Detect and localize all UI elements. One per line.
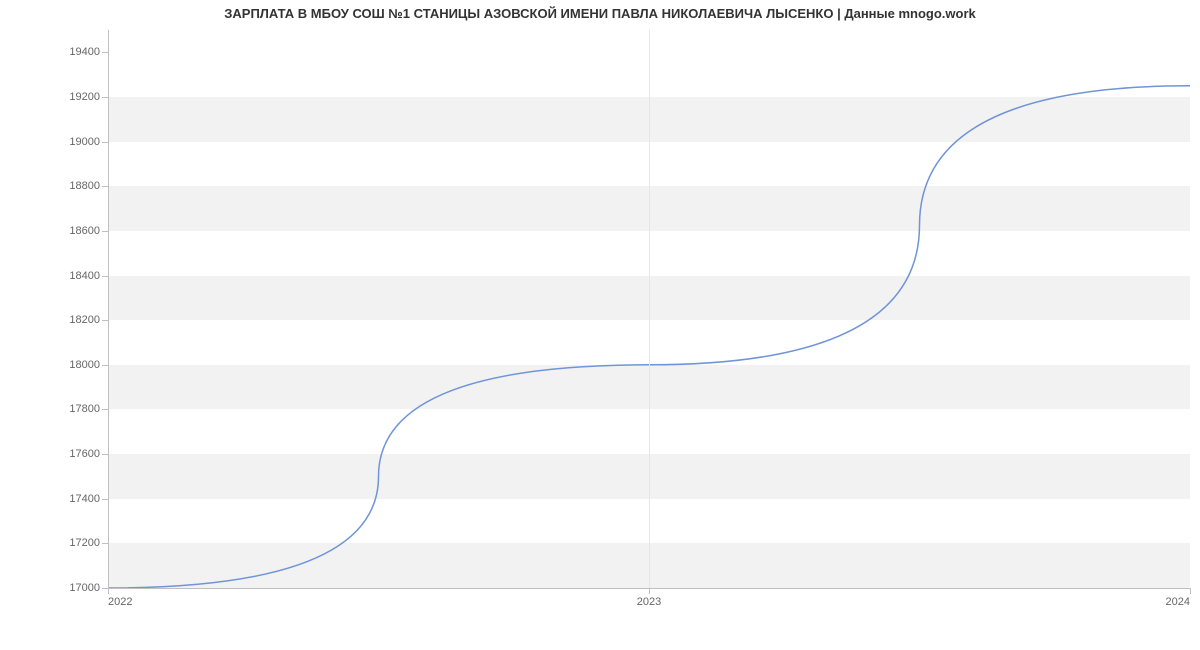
y-tick-label: 18400	[69, 270, 108, 282]
y-axis-line	[108, 30, 109, 588]
x-tick-label: 2022	[108, 588, 132, 608]
y-tick-label: 18600	[69, 225, 108, 237]
salary-chart: ЗАРПЛАТА В МБОУ СОШ №1 СТАНИЦЫ АЗОВСКОЙ …	[0, 0, 1200, 650]
y-tick-label: 17600	[69, 448, 108, 460]
x-tick	[1190, 588, 1191, 594]
y-tick-label: 19000	[69, 136, 108, 148]
chart-title: ЗАРПЛАТА В МБОУ СОШ №1 СТАНИЦЫ АЗОВСКОЙ …	[0, 6, 1200, 21]
y-tick-label: 17200	[69, 537, 108, 549]
y-tick-label: 18800	[69, 180, 108, 192]
grid-vline	[649, 30, 650, 588]
y-tick-label: 19400	[69, 46, 108, 58]
y-tick-label: 17000	[69, 582, 108, 594]
x-tick-label: 2024	[1166, 588, 1190, 608]
y-tick-label: 18200	[69, 314, 108, 326]
plot-area: 1700017200174001760017800180001820018400…	[108, 30, 1190, 588]
y-tick-label: 18000	[69, 359, 108, 371]
x-tick-label: 2023	[637, 588, 661, 608]
y-tick-label: 17800	[69, 403, 108, 415]
y-tick-label: 17400	[69, 493, 108, 505]
y-tick-label: 19200	[69, 91, 108, 103]
